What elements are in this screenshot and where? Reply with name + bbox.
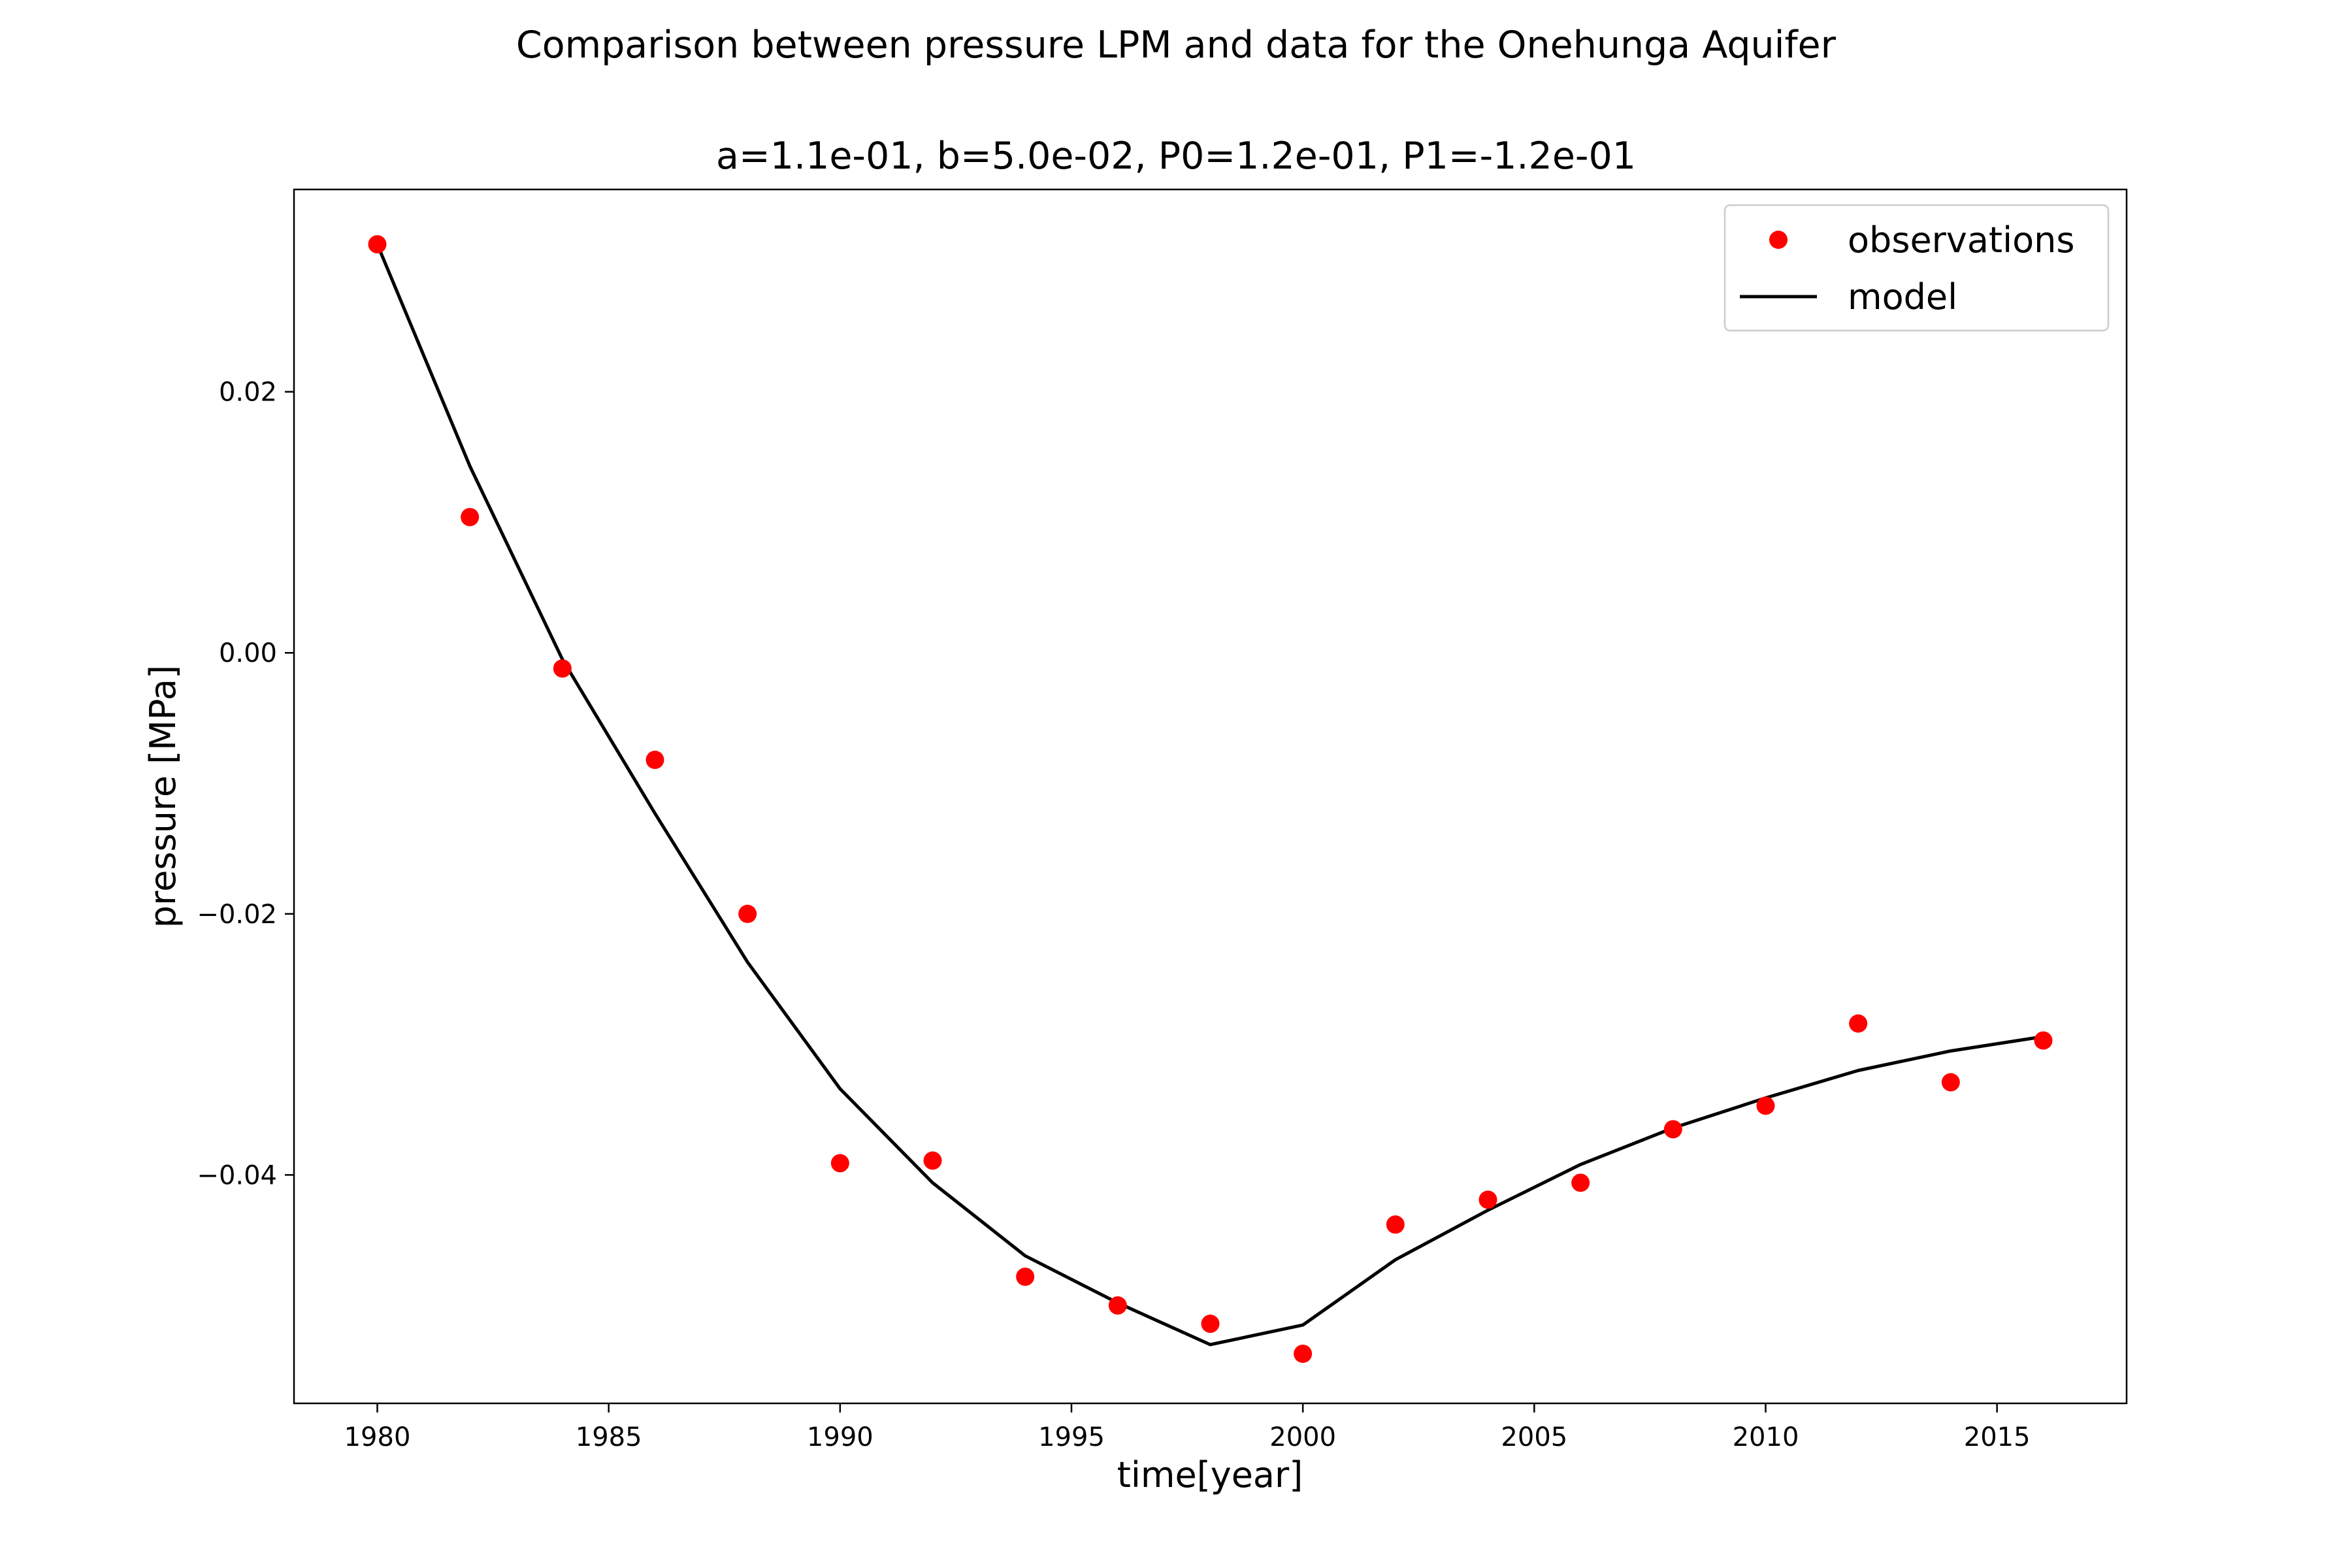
x-axis-label: time[year] [1117,1454,1303,1495]
legend-model-label: model [1848,276,1957,318]
legend-observations-marker [1769,231,1788,249]
observation-point [1756,1096,1775,1115]
observation-point [1294,1345,1313,1364]
y-axis-label: pressure [MPa] [142,665,184,928]
x-tick-label: 1985 [576,1422,642,1452]
observation-point [1849,1014,1868,1033]
observation-point [1478,1190,1497,1209]
observation-point [553,659,572,678]
observations-series [368,235,2053,1364]
observation-point [368,235,387,253]
observation-point [2034,1031,2053,1050]
x-tick-label: 1980 [344,1422,411,1452]
x-tick-label: 1995 [1038,1422,1105,1452]
axes-title: a=1.1e-01, b=5.0e-02, P0=1.2e-01, P1=-1.… [716,135,1636,178]
x-tick-label: 2000 [1269,1422,1336,1452]
y-tick-label: 0.02 [219,378,277,408]
observation-point [461,508,480,527]
y-ticks: 0.02 0.00 −0.02 −0.04 [197,378,294,1190]
legend-frame [1723,204,2110,332]
x-tick-label: 1990 [807,1422,874,1452]
observation-point [738,904,757,923]
observation-point [923,1151,942,1170]
y-tick-label: 0.00 [219,638,277,668]
x-ticks: 1980 1985 1990 1995 2000 2005 2010 2015 [344,1403,2031,1452]
observation-point [1108,1296,1127,1315]
legend-observations-label: observations [1848,220,2075,261]
axes-frame [293,188,2128,1405]
observation-point [1201,1315,1220,1333]
observation-point [1386,1215,1405,1234]
y-tick-label: −0.04 [197,1160,277,1190]
y-tick-label: −0.02 [197,900,277,930]
plot-area: 1980 1985 1990 1995 2000 2005 2010 2015 0.020.0… [197,188,2128,1452]
x-tick-label: 2010 [1733,1422,1799,1452]
x-tick-label: 2005 [1501,1422,1567,1452]
figure-suptitle: Comparison between pressure LPM and data… [516,24,1837,67]
x-tick-label: 2015 [1964,1422,2031,1452]
observation-point [1663,1120,1682,1139]
observation-point [830,1154,849,1173]
observation-point [645,751,664,770]
observation-point [1941,1073,1960,1092]
observation-point [1016,1267,1035,1286]
legend: observations model [1723,204,2110,332]
observation-point [1571,1173,1590,1192]
